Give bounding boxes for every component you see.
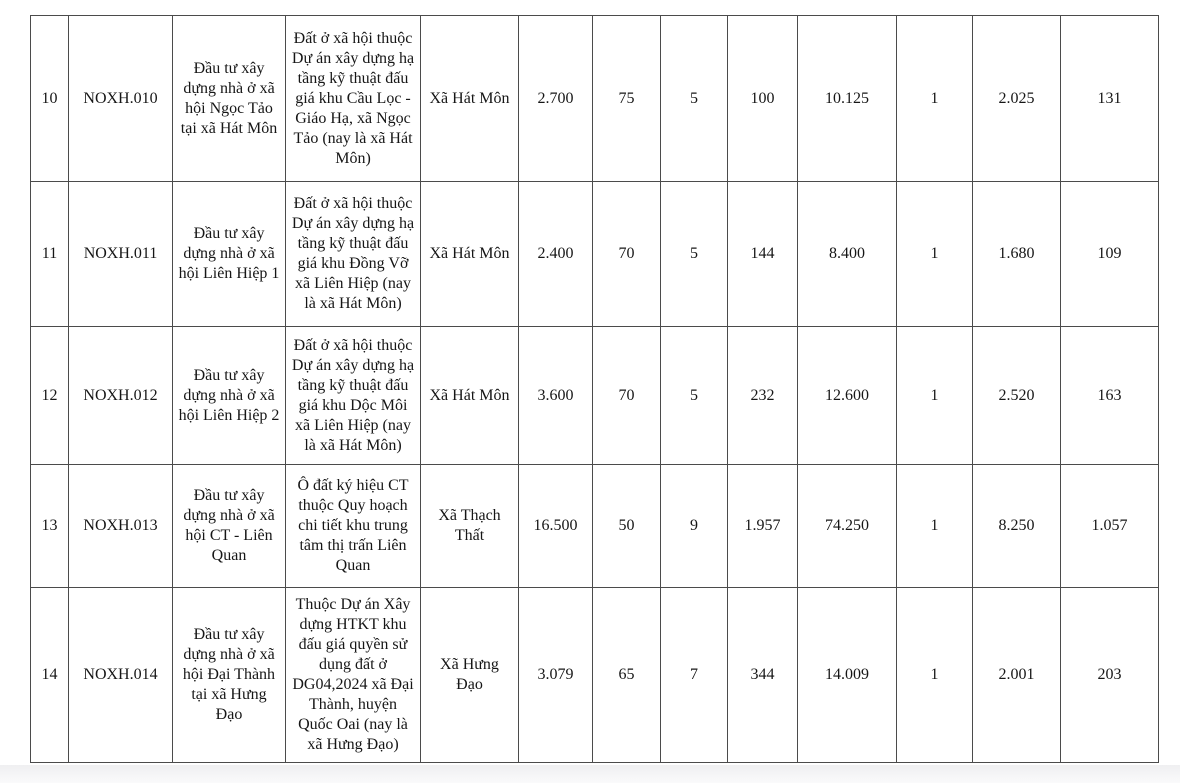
value-cell: 5 [660,181,728,327]
value-cell: 8.400 [797,181,897,327]
value-cell: 109 [1060,181,1159,327]
project-name-cell: Đầu tư xây dựng nhà ở xã hội CT - Liên Q… [172,464,286,588]
value-cell: 144 [727,181,798,327]
value-cell: 16.500 [518,464,593,588]
location-cell: Xã Hát Môn [420,326,519,465]
value-cell: 10.125 [797,15,897,182]
row-number-cell: 11 [30,181,69,327]
value-cell: 12.600 [797,326,897,465]
value-cell: 70 [592,181,661,327]
value-cell: 50 [592,464,661,588]
table-row: 12 NOXH.012 Đầu tư xây dựng nhà ở xã hội… [30,326,1159,465]
value-cell: 14.009 [797,587,897,763]
project-description-cell: Đất ở xã hội thuộc Dự án xây dựng hạ tần… [285,15,421,182]
project-code-cell: NOXH.013 [68,464,173,588]
value-cell: 1 [896,326,973,465]
row-number-cell: 10 [30,15,69,182]
value-cell: 1 [896,181,973,327]
table-row: 11 NOXH.011 Đầu tư xây dựng nhà ở xã hội… [30,181,1159,327]
value-cell: 3.079 [518,587,593,763]
value-cell: 131 [1060,15,1159,182]
value-cell: 1.057 [1060,464,1159,588]
row-number-cell: 14 [30,587,69,763]
value-cell: 75 [592,15,661,182]
location-cell: Xã Hát Môn [420,181,519,327]
page-bottom-edge [0,765,1180,783]
project-name-cell: Đầu tư xây dựng nhà ở xã hội Liên Hiệp 2 [172,326,286,465]
project-name-cell: Đầu tư xây dựng nhà ở xã hội Đại Thành t… [172,587,286,763]
value-cell: 5 [660,326,728,465]
location-cell: Xã Hát Môn [420,15,519,182]
value-cell: 2.520 [972,326,1061,465]
location-cell: Xã Thạch Thất [420,464,519,588]
value-cell: 74.250 [797,464,897,588]
project-code-cell: NOXH.014 [68,587,173,763]
value-cell: 1.957 [727,464,798,588]
table-row: 13 NOXH.013 Đầu tư xây dựng nhà ở xã hội… [30,464,1159,588]
project-name-cell: Đầu tư xây dựng nhà ở xã hội Liên Hiệp 1 [172,181,286,327]
project-description-cell: Đất ở xã hội thuộc Dự án xây dựng hạ tần… [285,181,421,327]
project-code-cell: NOXH.012 [68,326,173,465]
project-description-cell: Đất ở xã hội thuộc Dự án xây dựng hạ tần… [285,326,421,465]
value-cell: 1 [896,464,973,588]
project-name-cell: Đầu tư xây dựng nhà ở xã hội Ngọc Tảo tạ… [172,15,286,182]
project-description-cell: Ô đất ký hiệu CT thuộc Quy hoạch chi tiế… [285,464,421,588]
value-cell: 2.400 [518,181,593,327]
value-cell: 70 [592,326,661,465]
value-cell: 2.700 [518,15,593,182]
value-cell: 2.001 [972,587,1061,763]
value-cell: 3.600 [518,326,593,465]
projects-table: 10 NOXH.010 Đầu tư xây dựng nhà ở xã hội… [30,15,1159,763]
value-cell: 2.025 [972,15,1061,182]
row-number-cell: 12 [30,326,69,465]
value-cell: 232 [727,326,798,465]
row-number-cell: 13 [30,464,69,588]
table-row: 10 NOXH.010 Đầu tư xây dựng nhà ở xã hội… [30,15,1159,182]
table-row: 14 NOXH.014 Đầu tư xây dựng nhà ở xã hội… [30,587,1159,763]
value-cell: 5 [660,15,728,182]
value-cell: 203 [1060,587,1159,763]
value-cell: 344 [727,587,798,763]
project-code-cell: NOXH.011 [68,181,173,327]
location-cell: Xã Hưng Đạo [420,587,519,763]
value-cell: 1 [896,587,973,763]
value-cell: 1 [896,15,973,182]
value-cell: 65 [592,587,661,763]
value-cell: 1.680 [972,181,1061,327]
value-cell: 8.250 [972,464,1061,588]
value-cell: 9 [660,464,728,588]
value-cell: 163 [1060,326,1159,465]
value-cell: 7 [660,587,728,763]
project-code-cell: NOXH.010 [68,15,173,182]
value-cell: 100 [727,15,798,182]
project-description-cell: Thuộc Dự án Xây dựng HTKT khu đấu giá qu… [285,587,421,763]
